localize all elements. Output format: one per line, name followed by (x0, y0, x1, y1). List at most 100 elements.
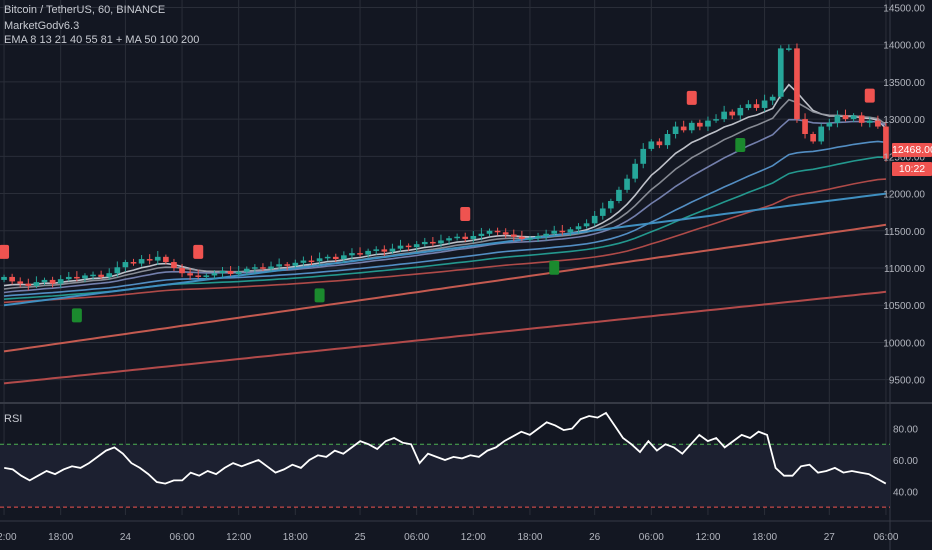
candle-body[interactable] (697, 122, 703, 127)
candle-body[interactable] (9, 276, 15, 282)
candle-body[interactable] (826, 122, 833, 127)
candle-body[interactable] (284, 264, 291, 266)
candle-body[interactable] (688, 122, 695, 131)
candle-body[interactable] (616, 189, 622, 201)
candle-body[interactable] (381, 249, 388, 252)
candle-body[interactable] (777, 48, 784, 97)
candle-body[interactable] (721, 111, 727, 120)
candle-body[interactable] (875, 120, 881, 127)
candle-body[interactable] (106, 273, 113, 277)
candle-body[interactable] (179, 268, 185, 274)
candle-body[interactable] (745, 104, 752, 108)
candlesticks[interactable] (1, 43, 889, 291)
candle-body[interactable] (252, 267, 258, 269)
candle-body[interactable] (656, 141, 663, 146)
candle-body[interactable] (130, 262, 137, 264)
candle-body[interactable] (57, 279, 64, 284)
candle-body[interactable] (114, 267, 121, 274)
candle-body[interactable] (163, 256, 169, 263)
candle-body[interactable] (883, 126, 889, 159)
candle-body[interactable] (858, 115, 865, 123)
candle-body[interactable] (818, 126, 825, 142)
candle-body[interactable] (98, 274, 104, 277)
candle-body[interactable] (462, 236, 469, 239)
candle-body[interactable] (519, 236, 525, 239)
candle-body[interactable] (753, 104, 760, 108)
candle-body[interactable] (413, 244, 420, 248)
candle-body[interactable] (648, 141, 655, 149)
candle-body[interactable] (405, 245, 412, 248)
candle-body[interactable] (510, 234, 517, 237)
candle-body[interactable] (138, 259, 145, 264)
candle-body[interactable] (535, 235, 541, 239)
candle-body[interactable] (438, 240, 444, 244)
candle-body[interactable] (33, 282, 40, 286)
candle-body[interactable] (502, 232, 509, 235)
candle-body[interactable] (389, 248, 396, 252)
candle-body[interactable] (624, 178, 630, 190)
candle-body[interactable] (146, 259, 153, 261)
candle-body[interactable] (25, 283, 32, 286)
candle-body[interactable] (65, 276, 72, 280)
candle-body[interactable] (454, 236, 460, 239)
candle-body[interactable] (470, 235, 477, 239)
candle-body[interactable] (786, 48, 792, 50)
candle-body[interactable] (1, 276, 7, 280)
candle-body[interactable] (551, 230, 558, 234)
candle-body[interactable] (810, 134, 816, 142)
candle-body[interactable] (583, 223, 590, 227)
candle-body[interactable] (834, 115, 841, 123)
candle-body[interactable] (154, 256, 161, 261)
candle-body[interactable] (357, 253, 363, 255)
candle-body[interactable] (794, 48, 800, 120)
candle-body[interactable] (122, 262, 129, 268)
candle-body[interactable] (850, 115, 857, 120)
candle-body[interactable] (276, 264, 282, 267)
candle-body[interactable] (421, 241, 428, 245)
candle-body[interactable] (608, 201, 614, 209)
candle-body[interactable] (300, 260, 307, 263)
candle-body[interactable] (866, 120, 873, 123)
candle-body[interactable] (664, 134, 671, 146)
candle-body[interactable] (478, 233, 485, 236)
candle-body[interactable] (802, 119, 808, 134)
candle-body[interactable] (632, 163, 638, 179)
candle-body[interactable] (640, 148, 647, 164)
candle-body[interactable] (599, 208, 606, 216)
candle-body[interactable] (446, 238, 452, 241)
candle-body[interactable] (171, 262, 177, 268)
candle-body[interactable] (575, 226, 582, 230)
candle-body[interactable] (591, 215, 598, 224)
candle-body[interactable] (486, 230, 493, 234)
candle-body[interactable] (729, 111, 736, 116)
candle-body[interactable] (90, 274, 96, 277)
candle-body[interactable] (349, 253, 355, 256)
candle-body[interactable] (397, 245, 404, 249)
candle-body[interactable] (74, 276, 80, 279)
candle-body[interactable] (494, 230, 501, 233)
candle-body[interactable] (373, 249, 380, 251)
candle-body[interactable] (769, 96, 776, 101)
candle-body[interactable] (842, 115, 849, 120)
candle-body[interactable] (203, 275, 210, 277)
candle-body[interactable] (227, 270, 234, 274)
candle-body[interactable] (235, 271, 242, 274)
candle-body[interactable] (41, 279, 48, 283)
candle-body[interactable] (332, 256, 339, 260)
candle-body[interactable] (324, 256, 331, 259)
candle-body[interactable] (430, 241, 436, 244)
candle-body[interactable] (82, 275, 88, 279)
candle-body[interactable] (341, 255, 347, 260)
candle-body[interactable] (17, 281, 24, 284)
candle-body[interactable] (243, 268, 250, 272)
candle-body[interactable] (672, 126, 679, 134)
candle-body[interactable] (567, 229, 574, 233)
candle-body[interactable] (292, 262, 299, 266)
candle-body[interactable] (737, 107, 744, 116)
rsi-pane[interactable] (0, 411, 890, 508)
candle-body[interactable] (680, 126, 687, 131)
candle-body[interactable] (761, 100, 768, 108)
candle-body[interactable] (527, 238, 533, 240)
candle-body[interactable] (187, 273, 193, 276)
candle-body[interactable] (559, 230, 566, 233)
